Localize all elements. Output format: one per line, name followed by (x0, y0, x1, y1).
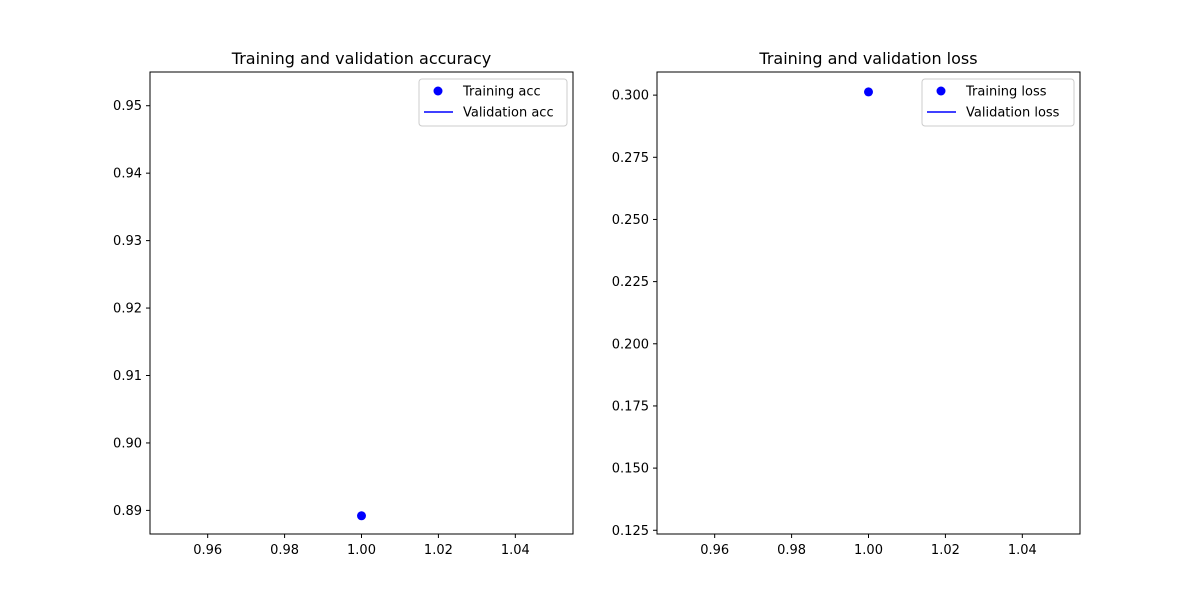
chart-2-title: Training and validation loss (758, 49, 977, 68)
chart-1-title: Training and validation accuracy (231, 49, 491, 68)
chart-2-x-tick-label: 0.96 (700, 543, 729, 558)
chart-1-y-tick-label: 0.94 (113, 167, 142, 182)
chart-2-y-tick-label: 0.275 (612, 151, 649, 166)
chart-1-y-tick-label: 0.95 (113, 99, 142, 114)
chart-1-y-tick-label: 0.90 (113, 436, 142, 451)
chart-2-y-tick-label: 0.250 (612, 213, 649, 228)
chart-2-legend-label-validation-loss: Validation loss (966, 106, 1060, 121)
chart-2-y-tick-label: 0.125 (612, 524, 649, 539)
chart-2: Training and validation loss 0.96 0.98 1.00… (612, 49, 1081, 558)
chart-2-point-training-loss (864, 87, 873, 97)
chart-1-x-tick-label: 0.98 (270, 543, 299, 558)
chart-1-legend-label-validation-acc: Validation acc (463, 106, 554, 121)
chart-2-x-tick-label: 1.02 (931, 543, 960, 558)
chart-1-y-tick-label: 0.93 (113, 234, 142, 249)
chart-2-y-tick-label: 0.200 (612, 337, 649, 352)
chart-2-legend-label-training-loss: Training loss (965, 85, 1047, 100)
chart-1-x-tick-label: 1.04 (501, 543, 530, 558)
chart-2-x-tick-label: 0.98 (777, 543, 806, 558)
chart-2-x-tick-label: 1.04 (1008, 543, 1037, 558)
chart-2-legend-marker-training-loss (936, 86, 946, 96)
chart-1-legend: Training acc Validation acc (418, 78, 568, 127)
chart-2-x-tick-label: 1.00 (854, 543, 883, 558)
chart-1-point-training-acc (357, 511, 366, 521)
chart-1: Training and validation accuracy 0.96 0.98… (113, 49, 574, 558)
chart-1-y-tick-label: 0.89 (113, 504, 142, 519)
chart-2-y-tick-label: 0.225 (612, 275, 649, 290)
chart-2-y-tick-label: 0.300 (612, 89, 649, 104)
chart-1-x-tick-label: 1.02 (424, 543, 453, 558)
chart-1-x-tick-label: 0.96 (193, 543, 222, 558)
chart-1-x-tick-label: 1.00 (347, 543, 376, 558)
chart-1-y-tick-label: 0.91 (113, 369, 142, 384)
chart-1-legend-box (418, 78, 568, 127)
chart-1-legend-label-training-acc: Training acc (462, 85, 541, 100)
chart-2-y-tick-label: 0.150 (612, 462, 649, 477)
chart-2-legend-box (921, 78, 1075, 127)
chart-2-legend: Training loss Validation loss (921, 78, 1075, 127)
chart-2-y-tick-label: 0.175 (612, 399, 649, 414)
chart-1-legend-marker-training-acc (433, 86, 443, 96)
chart-1-y-tick-label: 0.92 (113, 302, 142, 317)
